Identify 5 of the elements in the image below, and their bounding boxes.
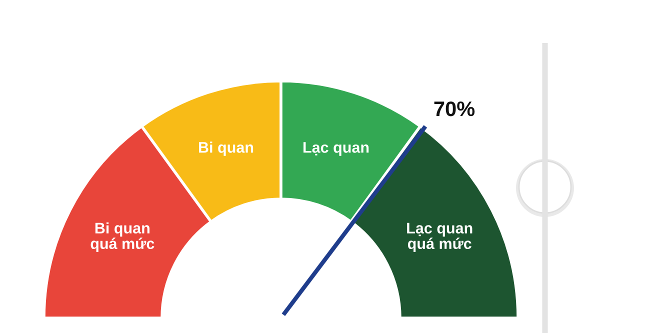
- text: 70%: [434, 101, 475, 116]
- slice-label: Lạc quan quá mức: [407, 222, 472, 252]
- slice-label: Bi quan: [199, 142, 254, 156]
- slice-label: Bi quan quá mức: [90, 222, 154, 252]
- slice-label: Lạc quan: [304, 142, 369, 156]
